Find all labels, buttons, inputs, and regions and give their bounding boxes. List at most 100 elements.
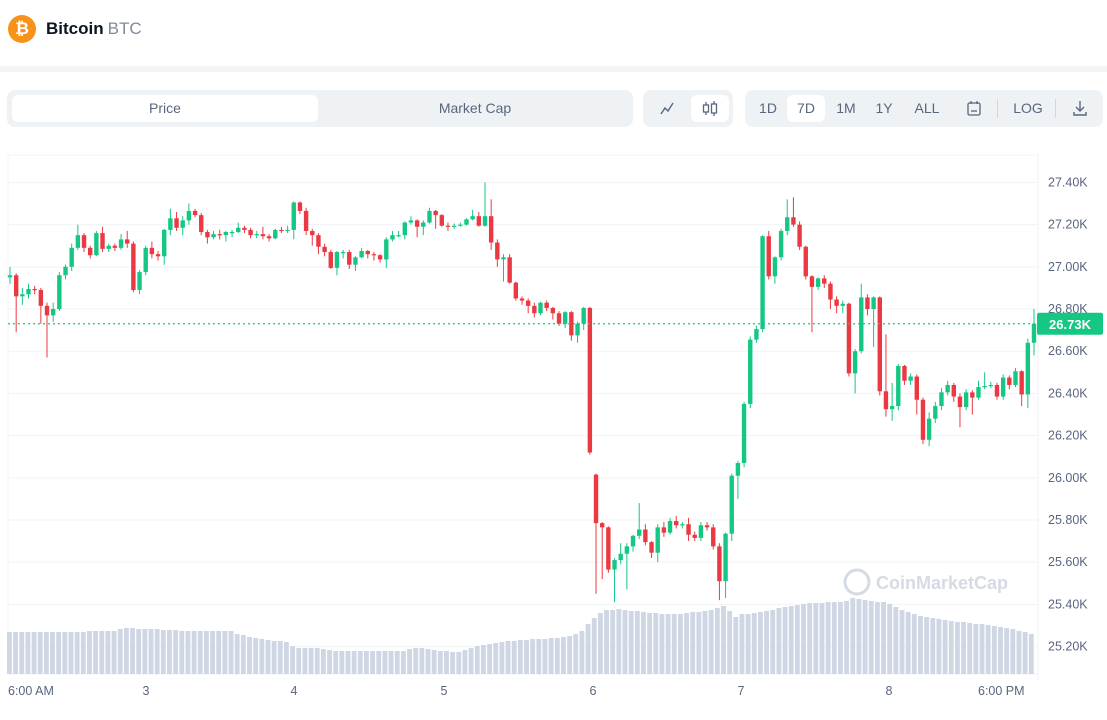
volume-bar [893,607,899,674]
volume-bar [487,644,492,674]
range-7d[interactable]: 7D [787,95,825,122]
candle [859,283,864,354]
candle [390,230,395,242]
candle-body [303,210,309,231]
candle-body [507,257,512,283]
volume-bar [388,651,394,674]
candle [914,374,919,415]
candle [711,524,716,550]
range-1y[interactable]: 1Y [875,100,893,116]
candle-body [704,525,710,528]
candle-body [649,542,654,553]
plot-frame [7,154,1039,675]
candlestick-button[interactable] [691,95,729,122]
candle-body [365,250,370,255]
candle [340,249,346,259]
candle-body [871,297,876,310]
range-1m[interactable]: 1M [836,100,856,116]
candle-body [205,232,210,238]
volume-bar [111,631,117,674]
candle-body [168,218,173,230]
candle [310,228,315,246]
candle-body [877,297,882,392]
candle-body [26,288,31,295]
calendar-button[interactable] [957,95,991,122]
volume-bar [228,631,234,674]
download-button[interactable] [1063,95,1097,122]
log-scale-toggle[interactable]: LOG [1013,100,1043,116]
candle [199,213,204,236]
candle-body [519,298,525,301]
candle [402,221,407,240]
candle-body [711,527,716,547]
candle [328,249,333,269]
candle-body [939,392,944,407]
candle [519,296,525,305]
volume-bar [585,624,591,674]
watermark: CoinMarketCap [843,568,1008,596]
coinmarketcap-logo-icon [843,568,871,596]
candle-body [149,247,155,255]
candle [834,296,839,314]
candle [396,230,401,238]
candle-body [525,300,531,306]
candle-body [791,217,796,225]
candle-body [840,303,845,306]
candle [217,229,222,240]
candle [599,522,605,580]
candle-body [970,392,975,398]
volume-bar [99,631,105,674]
candle-body [285,229,290,232]
volume-bar [948,621,954,674]
candle-body [421,222,426,227]
volume-bar [407,649,412,674]
candle-body [902,365,907,381]
volume-bar [284,642,289,674]
tab-market-cap[interactable]: Market Cap [438,100,512,116]
candle [488,199,494,250]
candle [254,230,259,239]
y-tick-label: 25.80K [1048,513,1088,527]
volume-bar [782,607,788,674]
candle-body [988,384,994,387]
line-chart-button[interactable] [649,95,685,122]
candle [371,252,377,261]
candle [445,222,451,231]
range-1d[interactable]: 1D [759,100,777,116]
candle [205,229,210,244]
volume-bar [382,651,388,674]
volume-bar [868,601,874,674]
range-all[interactable]: ALL [914,100,940,116]
candle [606,526,611,573]
volume-bar [591,618,597,674]
volume-bar [216,631,222,674]
candle-body [538,302,543,314]
candle-body [81,235,87,248]
candle-body [38,290,44,306]
candle-body [920,399,926,440]
candle-body [488,216,494,243]
volume-bar [751,613,757,674]
candle [760,235,765,333]
volume-bar [764,611,770,674]
volume-bar [961,622,966,674]
volume-bar [253,638,259,674]
candle-body [809,276,815,287]
candle-body [994,384,1000,397]
candle [266,234,272,242]
candle-body [815,278,821,287]
x-tick-label: 5 [441,684,448,698]
candle-body [377,255,383,260]
volume-bar [259,639,265,674]
candle [50,302,56,322]
candle [81,233,87,253]
volume-bar [831,602,837,674]
volume-bar [191,631,197,674]
tab-price[interactable]: Price [12,95,318,122]
candle-body [451,225,457,227]
metric-tab-group: Price Market Cap [7,90,633,127]
candle [211,230,216,240]
candle-body [674,521,679,526]
candle-body [834,299,839,306]
candle [273,228,278,240]
